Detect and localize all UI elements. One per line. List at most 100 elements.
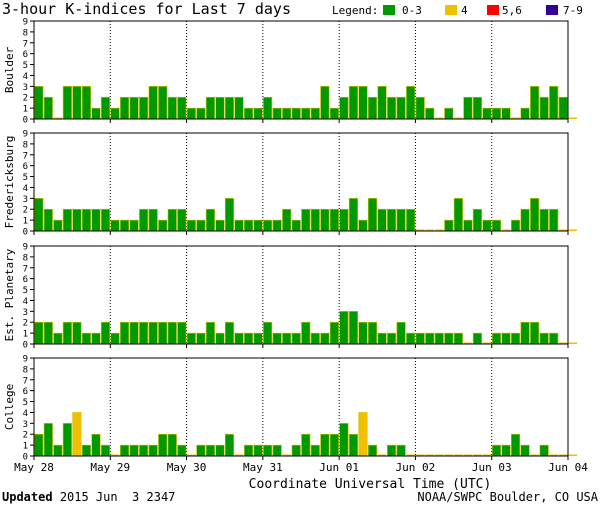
kp-bar	[339, 423, 349, 457]
kp-bar	[43, 208, 53, 232]
kp-bar	[539, 332, 549, 345]
kp-bar	[310, 332, 320, 345]
kp-bar	[110, 332, 120, 345]
y-tick-label: 4	[23, 297, 28, 307]
kp-bar	[473, 454, 482, 456]
kp-bar	[139, 96, 149, 120]
kp-bar	[358, 86, 368, 120]
kp-bar	[396, 321, 406, 345]
kp-bar	[415, 229, 425, 231]
kp-bar	[291, 107, 301, 120]
kp-bar	[196, 444, 206, 457]
kp-bar	[72, 321, 82, 345]
kp-bar	[215, 332, 225, 345]
kp-bar	[406, 208, 416, 232]
x-tick-label: May 31	[243, 461, 283, 474]
y-tick-label: 8	[23, 253, 28, 263]
kp-bar	[396, 444, 406, 457]
kp-bar	[120, 321, 130, 345]
kp-bar	[139, 208, 149, 232]
kp-bar	[234, 96, 244, 120]
kp-bar	[415, 96, 425, 120]
kp-bar	[501, 332, 511, 345]
kp-bar	[253, 444, 263, 457]
y-tick-label: 6	[23, 50, 28, 60]
y-tick-label: 5	[23, 61, 28, 71]
kp-bar	[406, 332, 416, 345]
kp-bar	[243, 107, 254, 120]
kp-bar	[53, 444, 63, 457]
kp-bar	[549, 332, 559, 345]
kp-bar	[549, 454, 558, 456]
kp-bar	[34, 198, 44, 232]
kp-bar	[491, 107, 502, 120]
kp-bar	[177, 96, 187, 120]
kp-bar	[139, 321, 149, 345]
updated-stamp: Updated 2015 Jun 3 2347	[2, 490, 175, 504]
kp-bar	[558, 454, 568, 456]
kp-bar	[272, 332, 282, 345]
kp-bar	[425, 332, 435, 345]
kp-bar	[53, 332, 63, 345]
kp-bar	[186, 107, 196, 120]
kp-bar	[339, 96, 349, 120]
chart-title: 3-hour K-indices for Last 7 days	[2, 0, 291, 18]
kp-bar	[348, 86, 359, 120]
kp-bar	[310, 208, 320, 232]
kp-bar	[406, 454, 415, 456]
kp-bar	[53, 219, 63, 232]
kp-bar	[196, 332, 206, 345]
x-tick-label: May 28	[14, 461, 54, 474]
kp-bar	[415, 454, 425, 456]
kp-bar	[158, 219, 168, 232]
kp-bar	[348, 198, 359, 232]
kp-bar	[139, 444, 149, 457]
kp-bar	[196, 107, 206, 120]
kp-bar	[120, 219, 130, 232]
kp-bar	[444, 107, 454, 120]
y-tick-label: 0	[23, 228, 28, 238]
kp-bar	[243, 332, 254, 345]
y-tick-label: 3	[23, 83, 28, 93]
legend-item-label: 4	[461, 4, 468, 17]
chart-panels: 0123456789Boulder0123456789Fredericksbur…	[3, 18, 588, 475]
kp-bar	[81, 208, 92, 232]
kp-bar	[129, 219, 139, 232]
kp-bar	[491, 332, 502, 345]
kp-bar	[510, 433, 521, 457]
kp-bar	[158, 433, 168, 457]
kp-bar	[301, 208, 311, 232]
kp-bar	[43, 321, 53, 345]
kp-bar	[406, 86, 416, 120]
kp-bar	[310, 444, 320, 457]
kp-bar	[530, 321, 540, 345]
kp-bar	[158, 86, 168, 120]
kp-bar	[339, 208, 349, 232]
kp-bar	[186, 332, 196, 345]
kp-bar	[568, 454, 578, 456]
legend-item-label: 5,6	[502, 4, 522, 17]
kp-bar	[387, 332, 397, 345]
y-tick-label: 9	[23, 18, 28, 28]
kp-bar	[520, 208, 530, 232]
kp-bar	[501, 107, 511, 120]
kp-bar	[425, 229, 434, 231]
kp-bar	[358, 412, 368, 457]
y-tick-label: 8	[23, 28, 28, 38]
kp-bar	[215, 219, 225, 232]
kp-bar	[339, 311, 349, 345]
y-tick-label: 1	[23, 330, 28, 340]
kp-bar	[396, 96, 406, 120]
kp-bar	[110, 219, 120, 232]
legend-swatch	[487, 5, 499, 15]
y-tick-label: 3	[23, 308, 28, 318]
kp-bar	[501, 229, 511, 231]
kp-bar	[167, 208, 177, 232]
x-axis-label: Coordinate Universal Time (UTC)	[249, 477, 492, 490]
x-tick-label: Jun 04	[548, 461, 588, 474]
kp-bar	[224, 433, 235, 457]
kp-bar	[215, 444, 225, 457]
kp-bar	[224, 96, 235, 120]
panel-frame	[33, 357, 569, 457]
